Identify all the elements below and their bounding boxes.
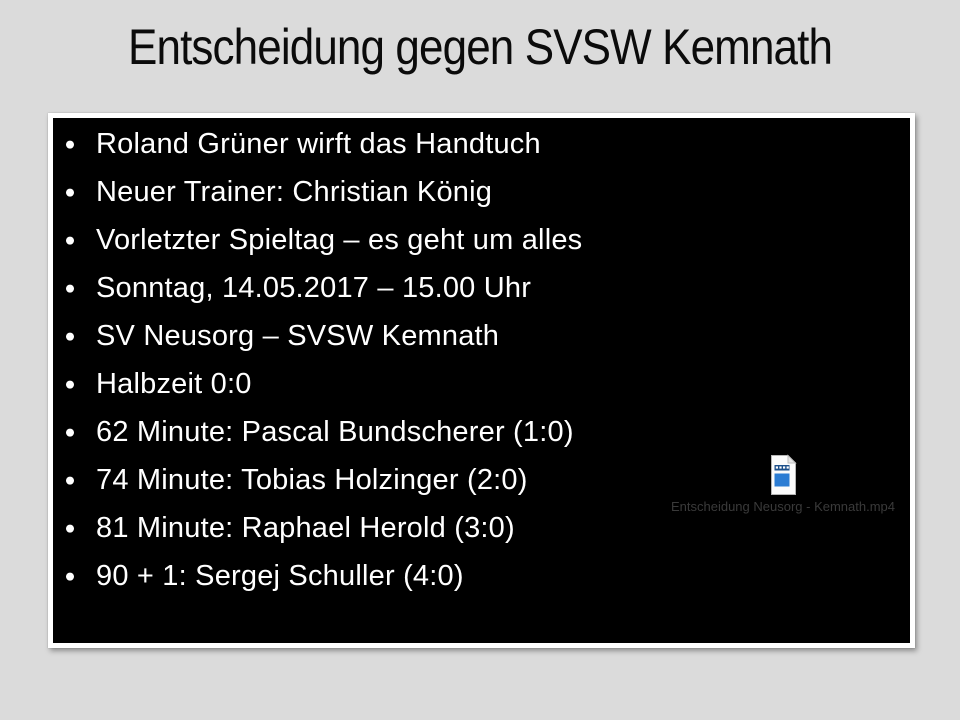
- bullet-text: 81 Minute: Raphael Herold (3:0): [96, 511, 515, 544]
- bullet-text: 74 Minute: Tobias Holzinger (2:0): [96, 463, 528, 496]
- bullet-item: 81 Minute: Raphael Herold (3:0): [53, 504, 910, 552]
- content-box: Roland Grüner wirft das Handtuch Neuer T…: [48, 113, 915, 648]
- bullet-item: 90 + 1: Sergej Schuller (4:0): [53, 552, 910, 600]
- bullet-text: Neuer Trainer: Christian König: [96, 175, 493, 208]
- bullet-icon: [66, 236, 74, 245]
- bullet-icon: [66, 572, 74, 581]
- bullet-text: SV Neusorg – SVSW Kemnath: [96, 319, 500, 352]
- bullet-icon: [66, 188, 74, 197]
- bullet-item: Sonntag, 14.05.2017 – 15.00 Uhr: [53, 264, 910, 312]
- bullet-icon: [66, 140, 74, 149]
- bullet-icon: [66, 476, 74, 485]
- bullet-item: Halbzeit 0:0: [53, 360, 910, 408]
- bullet-item: 62 Minute: Pascal Bundscherer (1:0): [53, 408, 910, 456]
- bullet-list: Roland Grüner wirft das Handtuch Neuer T…: [53, 118, 910, 600]
- bullet-text: Roland Grüner wirft das Handtuch: [96, 127, 541, 160]
- bullet-icon: [66, 332, 74, 341]
- bullet-item: Vorletzter Spieltag – es geht um alles: [53, 216, 910, 264]
- bullet-item: 74 Minute: Tobias Holzinger (2:0): [53, 456, 910, 504]
- bullet-text: 62 Minute: Pascal Bundscherer (1:0): [96, 415, 574, 448]
- bullet-text: Halbzeit 0:0: [96, 367, 252, 400]
- bullet-item: SV Neusorg – SVSW Kemnath: [53, 312, 910, 360]
- bullet-icon: [66, 284, 74, 293]
- bullet-icon: [66, 428, 74, 437]
- video-file-icon: [770, 454, 797, 495]
- bullet-item: Neuer Trainer: Christian König: [53, 168, 910, 216]
- bullet-icon: [66, 380, 74, 389]
- bullet-item: Roland Grüner wirft das Handtuch: [53, 120, 910, 168]
- bullet-text: Sonntag, 14.05.2017 – 15.00 Uhr: [96, 271, 532, 304]
- bullet-icon: [66, 524, 74, 533]
- embedded-file-label: Entscheidung Neusorg - Kemnath.mp4: [670, 499, 895, 514]
- embedded-video-object[interactable]: Entscheidung Neusorg - Kemnath.mp4: [650, 454, 916, 514]
- slide-title-text: Entscheidung gegen SVSW Kemnath: [127, 19, 833, 75]
- bullet-text: 90 + 1: Sergej Schuller (4:0): [96, 559, 464, 592]
- bullet-text: Vorletzter Spieltag – es geht um alles: [96, 223, 583, 256]
- slide-title: Entscheidung gegen SVSW Kemnath: [0, 18, 960, 76]
